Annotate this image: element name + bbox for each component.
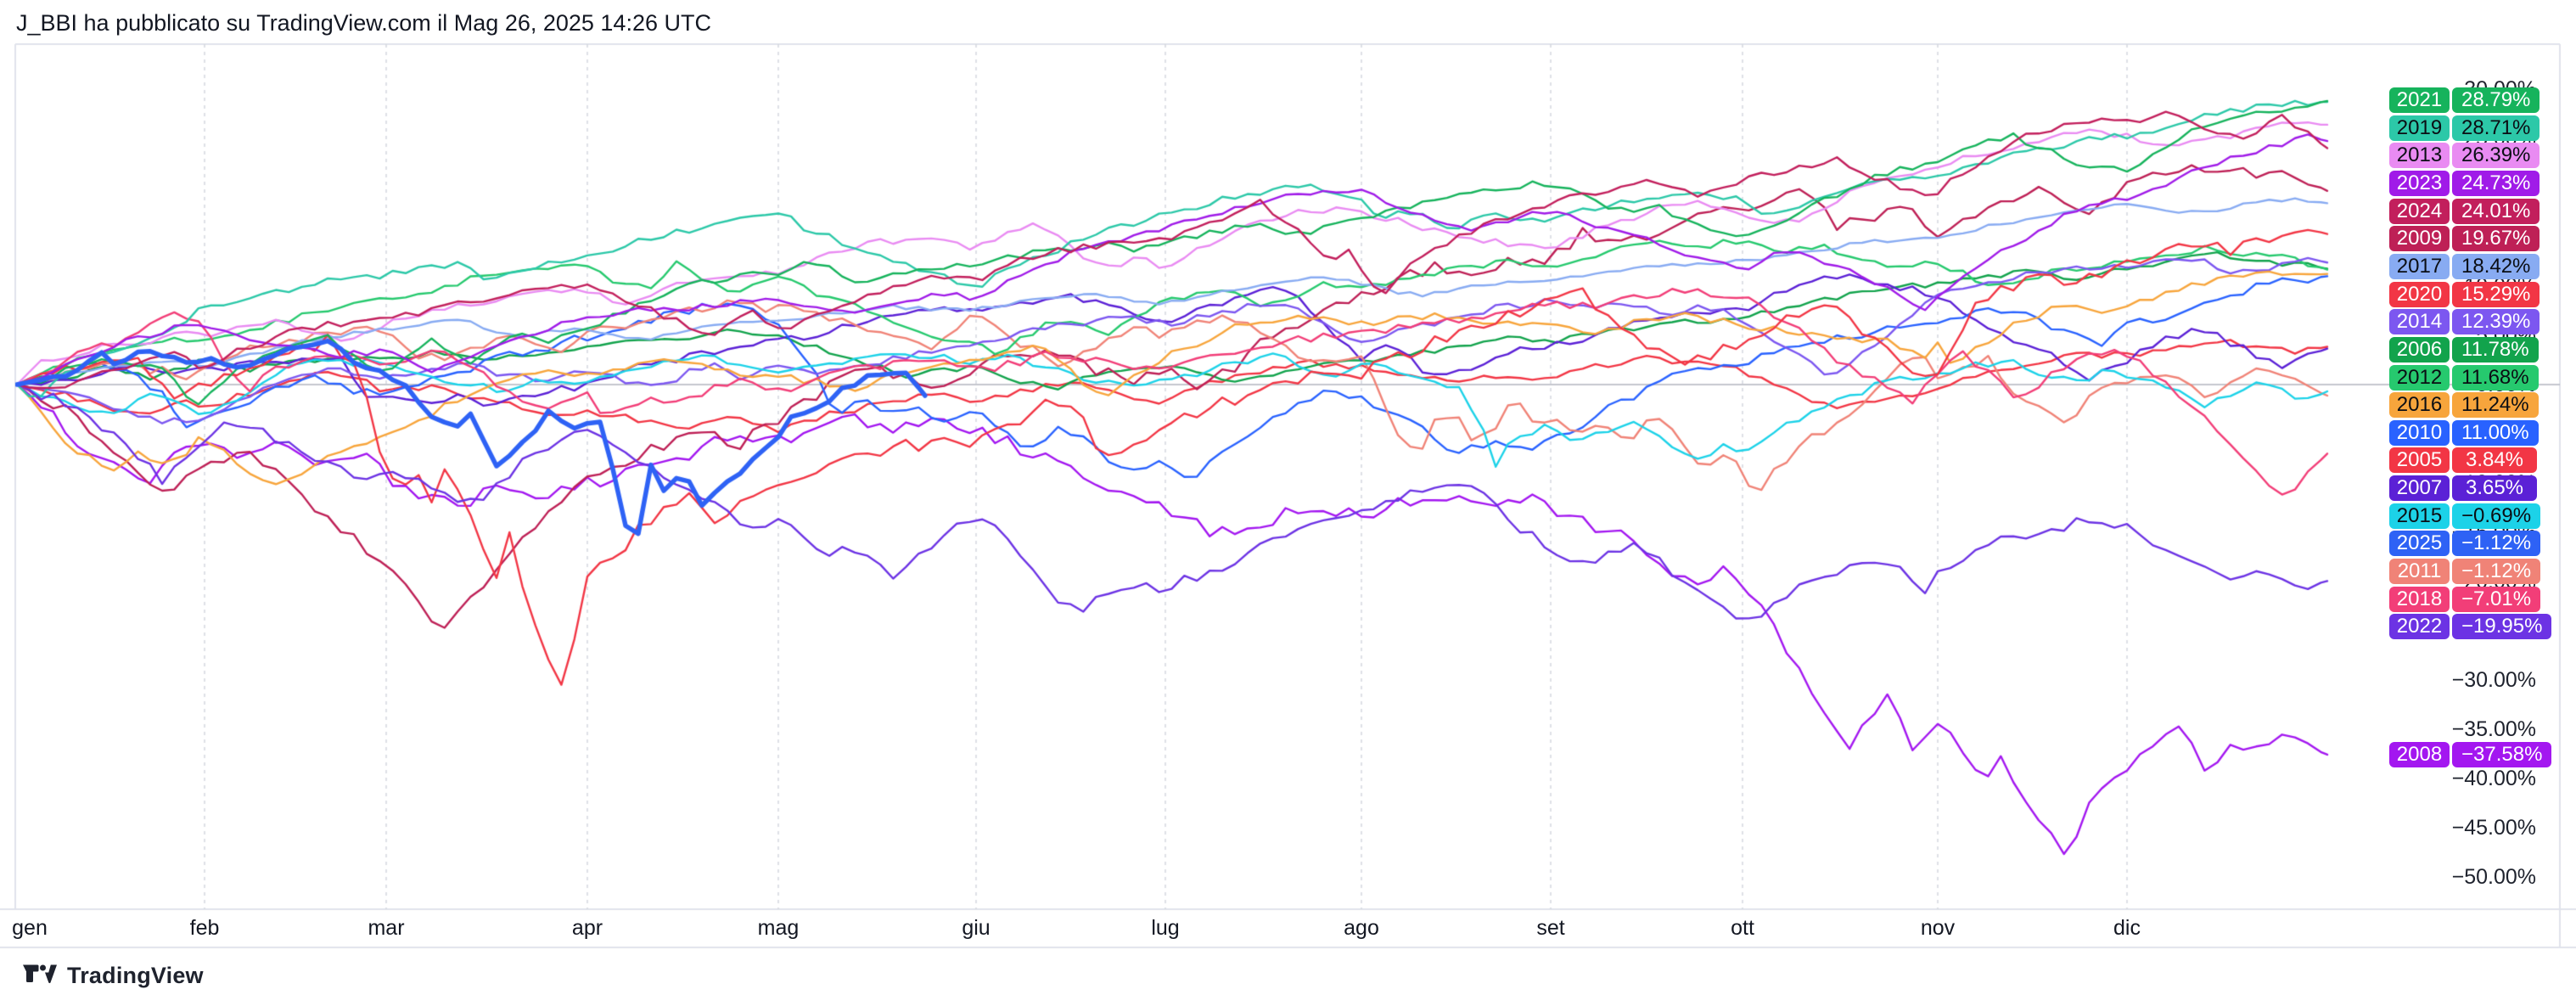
time-axis-label-feb: feb <box>189 916 220 940</box>
series-label-row-2005: 2005 3.84% <box>2389 447 2537 474</box>
series-year-chip: 2006 <box>2389 336 2450 362</box>
series-label-row-2008: 2008 −37.58% <box>2389 741 2552 767</box>
series-year-chip: 2018 <box>2389 586 2450 612</box>
series-label-row-2014: 2014 12.39% <box>2389 309 2540 335</box>
series-value-chip: 3.84% <box>2452 447 2537 474</box>
tradingview-brand-text[interactable]: TradingView <box>67 963 204 988</box>
series-year-chip: 2022 <box>2389 614 2450 640</box>
series-year-chip: 2023 <box>2389 170 2450 196</box>
series-value-chip: −1.12% <box>2452 559 2541 585</box>
series-label-row-2021: 2021 28.79% <box>2389 87 2540 113</box>
price-axis-tick: −40.00% <box>2451 767 2536 790</box>
price-axis-tick: −45.00% <box>2451 816 2536 840</box>
series-value-chip: 26.39% <box>2452 143 2540 169</box>
time-axis-label-apr: apr <box>571 916 603 940</box>
footer: TradingView <box>23 963 204 989</box>
series-label-row-2016: 2016 11.24% <box>2389 392 2539 419</box>
time-axis-label-set: set <box>1536 916 1565 940</box>
series-year-chip: 2009 <box>2389 226 2450 252</box>
series-value-chip: 11.78% <box>2452 336 2539 362</box>
series-year-chip: 2017 <box>2389 253 2450 279</box>
series-year-chip: 2020 <box>2389 281 2450 307</box>
series-year-chip: 2016 <box>2389 392 2450 419</box>
series-label-row-2017: 2017 18.42% <box>2389 253 2540 279</box>
series-label-row-2025: 2025 −1.12% <box>2389 531 2541 557</box>
series-year-chip: 2005 <box>2389 447 2450 474</box>
series-year-chip: 2024 <box>2389 198 2450 224</box>
series-value-chip: −37.58% <box>2452 741 2552 767</box>
series-value-chip: −19.95% <box>2452 614 2552 640</box>
series-label-row-2023: 2023 24.73% <box>2389 170 2540 196</box>
time-axis-label-gen: gen <box>12 916 48 940</box>
series-value-chip: 15.29% <box>2452 281 2540 307</box>
time-axis-label-giu: giu <box>962 916 991 940</box>
series-value-chip: −7.01% <box>2452 586 2541 612</box>
series-label-row-2022: 2022 −19.95% <box>2389 614 2552 640</box>
series-label-row-2010: 2010 11.00% <box>2389 419 2539 446</box>
price-axis-tick: −50.00% <box>2451 865 2536 889</box>
series-year-chip: 2015 <box>2389 503 2450 529</box>
series-year-chip: 2008 <box>2389 741 2450 767</box>
series-label-row-2019: 2019 28.71% <box>2389 115 2540 141</box>
series-label-row-2024: 2024 24.01% <box>2389 198 2540 224</box>
time-axis-label-mar: mar <box>368 916 405 940</box>
series-value-chip: 11.00% <box>2452 419 2539 446</box>
series-value-chip: 11.68% <box>2452 364 2539 391</box>
series-label-row-2018: 2018 −7.01% <box>2389 586 2541 612</box>
series-label-row-2012: 2012 11.68% <box>2389 364 2539 391</box>
series-value-chip: −1.12% <box>2452 531 2541 557</box>
series-year-chip: 2014 <box>2389 309 2450 335</box>
series-label-row-2009: 2009 19.67% <box>2389 226 2540 252</box>
series-label-row-2007: 2007 3.65% <box>2389 475 2537 502</box>
series-year-chip: 2011 <box>2389 559 2450 585</box>
price-axis-tick: −30.00% <box>2451 668 2536 692</box>
series-value-chip: −0.69% <box>2452 503 2541 529</box>
price-axis-tick: −35.00% <box>2451 717 2536 741</box>
series-value-chip: 12.39% <box>2452 309 2540 335</box>
series-label-row-2015: 2015 −0.69% <box>2389 503 2541 529</box>
series-value-chip: 24.01% <box>2452 198 2540 224</box>
time-axis-label-dic: dic <box>2113 916 2141 940</box>
series-label-row-2013: 2013 26.39% <box>2389 143 2540 169</box>
series-year-chip: 2025 <box>2389 531 2450 557</box>
series-value-chip: 18.42% <box>2452 253 2540 279</box>
time-axis-label-lug: lug <box>1151 916 1180 940</box>
series-value-chip: 3.65% <box>2452 475 2537 502</box>
time-axis-label-nov: nov <box>1920 916 1956 940</box>
time-axis-label-mag: mag <box>757 916 800 940</box>
series-year-chip: 2010 <box>2389 419 2450 446</box>
series-value-chip: 28.79% <box>2452 87 2540 113</box>
series-value-chip: 11.24% <box>2452 392 2539 419</box>
series-label-row-2020: 2020 15.29% <box>2389 281 2540 307</box>
series-year-chip: 2021 <box>2389 87 2450 113</box>
series-label-row-2011: 2011 −1.12% <box>2389 559 2541 585</box>
time-axis-label-ago: ago <box>1344 916 1379 940</box>
series-value-chip: 19.67% <box>2452 226 2540 252</box>
tradingview-logo-icon[interactable] <box>23 964 57 988</box>
series-value-chip: 24.73% <box>2452 170 2540 196</box>
series-year-chip: 2012 <box>2389 364 2450 391</box>
series-value-chip: 28.71% <box>2452 115 2540 141</box>
series-year-chip: 2019 <box>2389 115 2450 141</box>
series-year-chip: 2013 <box>2389 143 2450 169</box>
series-year-chip: 2007 <box>2389 475 2450 502</box>
time-axis-label-ott: ott <box>1731 916 1754 940</box>
series-label-row-2006: 2006 11.78% <box>2389 336 2539 362</box>
